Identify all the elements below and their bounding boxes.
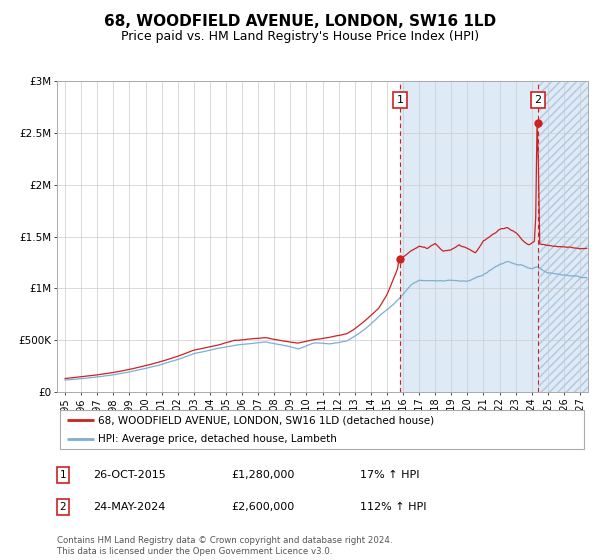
Text: £1,280,000: £1,280,000 xyxy=(231,470,295,480)
Text: 68, WOODFIELD AVENUE, LONDON, SW16 1LD (detached house): 68, WOODFIELD AVENUE, LONDON, SW16 1LD (… xyxy=(98,415,434,425)
Text: 68, WOODFIELD AVENUE, LONDON, SW16 1LD: 68, WOODFIELD AVENUE, LONDON, SW16 1LD xyxy=(104,14,496,29)
Text: 17% ↑ HPI: 17% ↑ HPI xyxy=(360,470,419,480)
Text: 26-OCT-2015: 26-OCT-2015 xyxy=(93,470,166,480)
FancyBboxPatch shape xyxy=(59,410,584,449)
Bar xyxy=(538,81,588,392)
Text: 2: 2 xyxy=(535,95,542,105)
Text: Contains HM Land Registry data © Crown copyright and database right 2024.
This d: Contains HM Land Registry data © Crown c… xyxy=(57,536,392,556)
Text: 2: 2 xyxy=(59,502,67,512)
Text: 112% ↑ HPI: 112% ↑ HPI xyxy=(360,502,427,512)
Text: £2,600,000: £2,600,000 xyxy=(231,502,294,512)
Text: 1: 1 xyxy=(59,470,67,480)
Bar xyxy=(400,81,553,392)
Text: 24-MAY-2024: 24-MAY-2024 xyxy=(93,502,166,512)
Bar xyxy=(538,81,588,392)
Text: HPI: Average price, detached house, Lambeth: HPI: Average price, detached house, Lamb… xyxy=(98,435,337,445)
Text: 1: 1 xyxy=(397,95,404,105)
Text: Price paid vs. HM Land Registry's House Price Index (HPI): Price paid vs. HM Land Registry's House … xyxy=(121,30,479,43)
